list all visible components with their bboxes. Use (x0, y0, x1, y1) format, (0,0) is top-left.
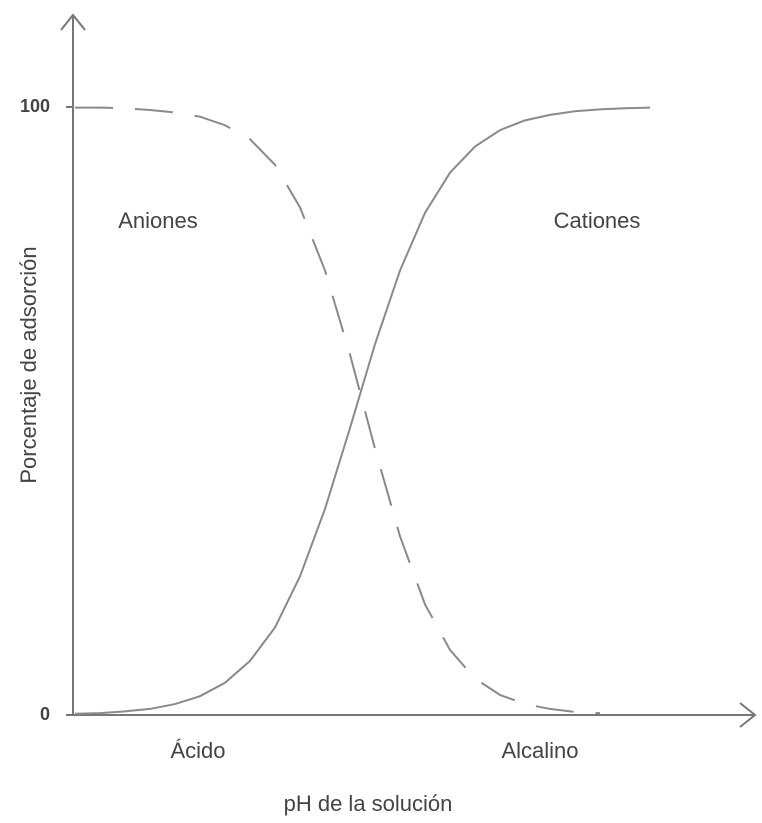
x-annotation: Alcalino (501, 738, 578, 763)
y-axis-label: Porcentaje de adsorción (16, 246, 41, 483)
y-axis (60, 13, 86, 715)
x-annotation: Ácido (170, 738, 225, 763)
series-label: Aniones (118, 208, 198, 233)
line (75, 106, 601, 715)
line (74, 106, 651, 715)
y-tick-label: 100 (20, 96, 50, 116)
y-tick-label: 0 (40, 704, 50, 724)
x-axis-label: pH de la solución (284, 791, 453, 816)
series-label: Cationes (554, 208, 641, 233)
x-axis (73, 702, 757, 728)
